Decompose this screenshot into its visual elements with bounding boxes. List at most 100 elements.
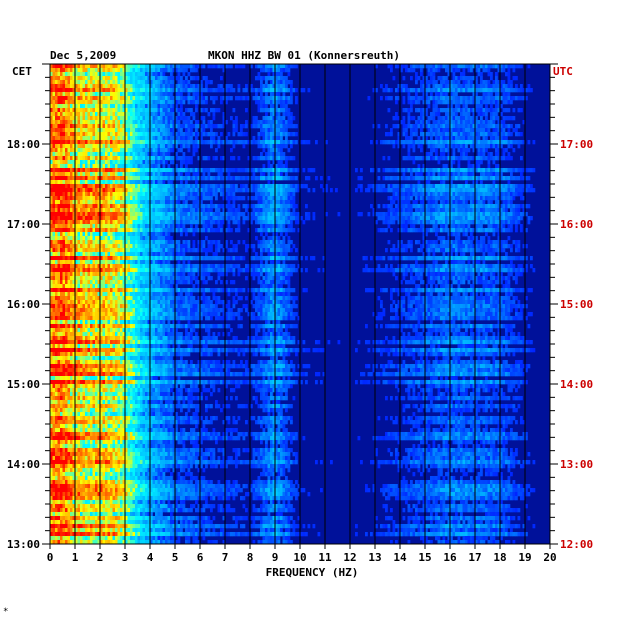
heatmap-cell: [180, 192, 183, 197]
heatmap-cell: [402, 204, 406, 209]
heatmap-cell: [282, 88, 286, 93]
heatmap-cell: [252, 116, 256, 121]
heatmap-cell: [485, 188, 488, 193]
heatmap-cell: [450, 136, 453, 141]
heatmap-cell: [132, 212, 136, 217]
heatmap-cell: [97, 168, 101, 173]
heatmap-cell: [135, 132, 138, 137]
heatmap-cell: [367, 96, 371, 101]
heatmap-cell: [117, 152, 121, 157]
heatmap-cell: [407, 168, 411, 173]
heatmap-cell: [475, 92, 478, 97]
heatmap-cell: [455, 84, 458, 89]
heatmap-cell: [105, 124, 108, 129]
heatmap-cell: [117, 108, 121, 113]
heatmap-cell: [135, 68, 138, 73]
heatmap-cell: [70, 208, 73, 213]
heatmap-cell: [85, 212, 88, 217]
heatmap-cell: [122, 112, 126, 117]
heatmap-cell: [437, 208, 441, 213]
heatmap-cell: [487, 140, 491, 145]
heatmap-cell: [402, 200, 406, 205]
heatmap-cell: [455, 212, 458, 217]
heatmap-cell: [70, 188, 73, 193]
heatmap-cell: [505, 96, 508, 101]
heatmap-cell: [415, 124, 418, 129]
heatmap-cell: [465, 152, 468, 157]
heatmap-cell: [487, 80, 491, 85]
heatmap-cell: [82, 88, 86, 93]
heatmap-cell: [462, 136, 466, 141]
heatmap-cell: [72, 84, 76, 89]
heatmap-cell: [90, 172, 93, 177]
heatmap-cell: [182, 208, 186, 213]
heatmap-cell: [112, 72, 116, 77]
heatmap-cell: [265, 220, 268, 225]
heatmap-cell: [97, 144, 101, 149]
heatmap-cell: [142, 96, 146, 101]
heatmap-cell: [497, 148, 501, 153]
heatmap-cell: [447, 108, 451, 113]
heatmap-cell: [172, 124, 176, 129]
heatmap-cell: [432, 104, 436, 109]
heatmap-cell: [107, 180, 111, 185]
heatmap-cell: [262, 204, 266, 209]
heatmap-cell: [180, 216, 183, 221]
heatmap-cell: [460, 96, 463, 101]
heatmap-cell: [227, 188, 231, 193]
heatmap-cell: [180, 104, 183, 109]
heatmap-cell: [125, 220, 128, 225]
heatmap-cell: [292, 156, 296, 161]
heatmap-cell: [285, 96, 288, 101]
heatmap-cell: [295, 176, 298, 181]
heatmap-cell: [155, 88, 158, 93]
heatmap-cell: [205, 84, 208, 89]
heatmap-cell: [280, 136, 283, 141]
heatmap-cell: [275, 148, 278, 153]
heatmap-cell: [70, 168, 73, 173]
heatmap-cell: [280, 108, 283, 113]
heatmap-cell: [450, 128, 453, 133]
heatmap-cell: [152, 132, 156, 137]
heatmap-cell: [175, 140, 178, 145]
heatmap-cell: [292, 204, 296, 209]
heatmap-cell: [112, 200, 116, 205]
heatmap-cell: [467, 164, 471, 169]
heatmap-cell: [85, 124, 88, 129]
heatmap-cell: [112, 192, 116, 197]
heatmap-cell: [375, 184, 378, 189]
heatmap-cell: [500, 88, 503, 93]
heatmap-cell: [142, 100, 146, 105]
heatmap-cell: [500, 156, 503, 161]
heatmap-cell: [270, 168, 273, 173]
heatmap-cell: [57, 160, 61, 165]
heatmap-cell: [210, 192, 213, 197]
heatmap-cell: [50, 88, 53, 93]
heatmap-cell: [107, 68, 111, 73]
heatmap-cell: [150, 184, 153, 189]
heatmap-cell: [402, 216, 406, 221]
heatmap-cell: [55, 72, 58, 77]
heatmap-cell: [237, 132, 241, 137]
heatmap-cell: [497, 132, 501, 137]
heatmap-cell: [480, 200, 483, 205]
heatmap-cell: [107, 112, 111, 117]
heatmap-cell: [390, 96, 393, 101]
heatmap-cell: [507, 152, 511, 157]
heatmap-cell: [155, 128, 158, 133]
heatmap-cell: [487, 188, 491, 193]
heatmap-cell: [477, 72, 481, 77]
heatmap-cell: [297, 216, 301, 221]
heatmap-cell: [285, 168, 288, 173]
heatmap-cell: [297, 212, 301, 217]
heatmap-cell: [482, 156, 486, 161]
heatmap-cell: [500, 68, 503, 73]
heatmap-cell: [175, 220, 178, 225]
heatmap-cell: [287, 72, 291, 77]
heatmap-cell: [100, 200, 103, 205]
heatmap-cell: [70, 104, 73, 109]
heatmap-cell: [522, 88, 526, 93]
heatmap-cell: [142, 88, 146, 93]
heatmap-cell: [135, 108, 138, 113]
heatmap-cell: [137, 160, 141, 165]
